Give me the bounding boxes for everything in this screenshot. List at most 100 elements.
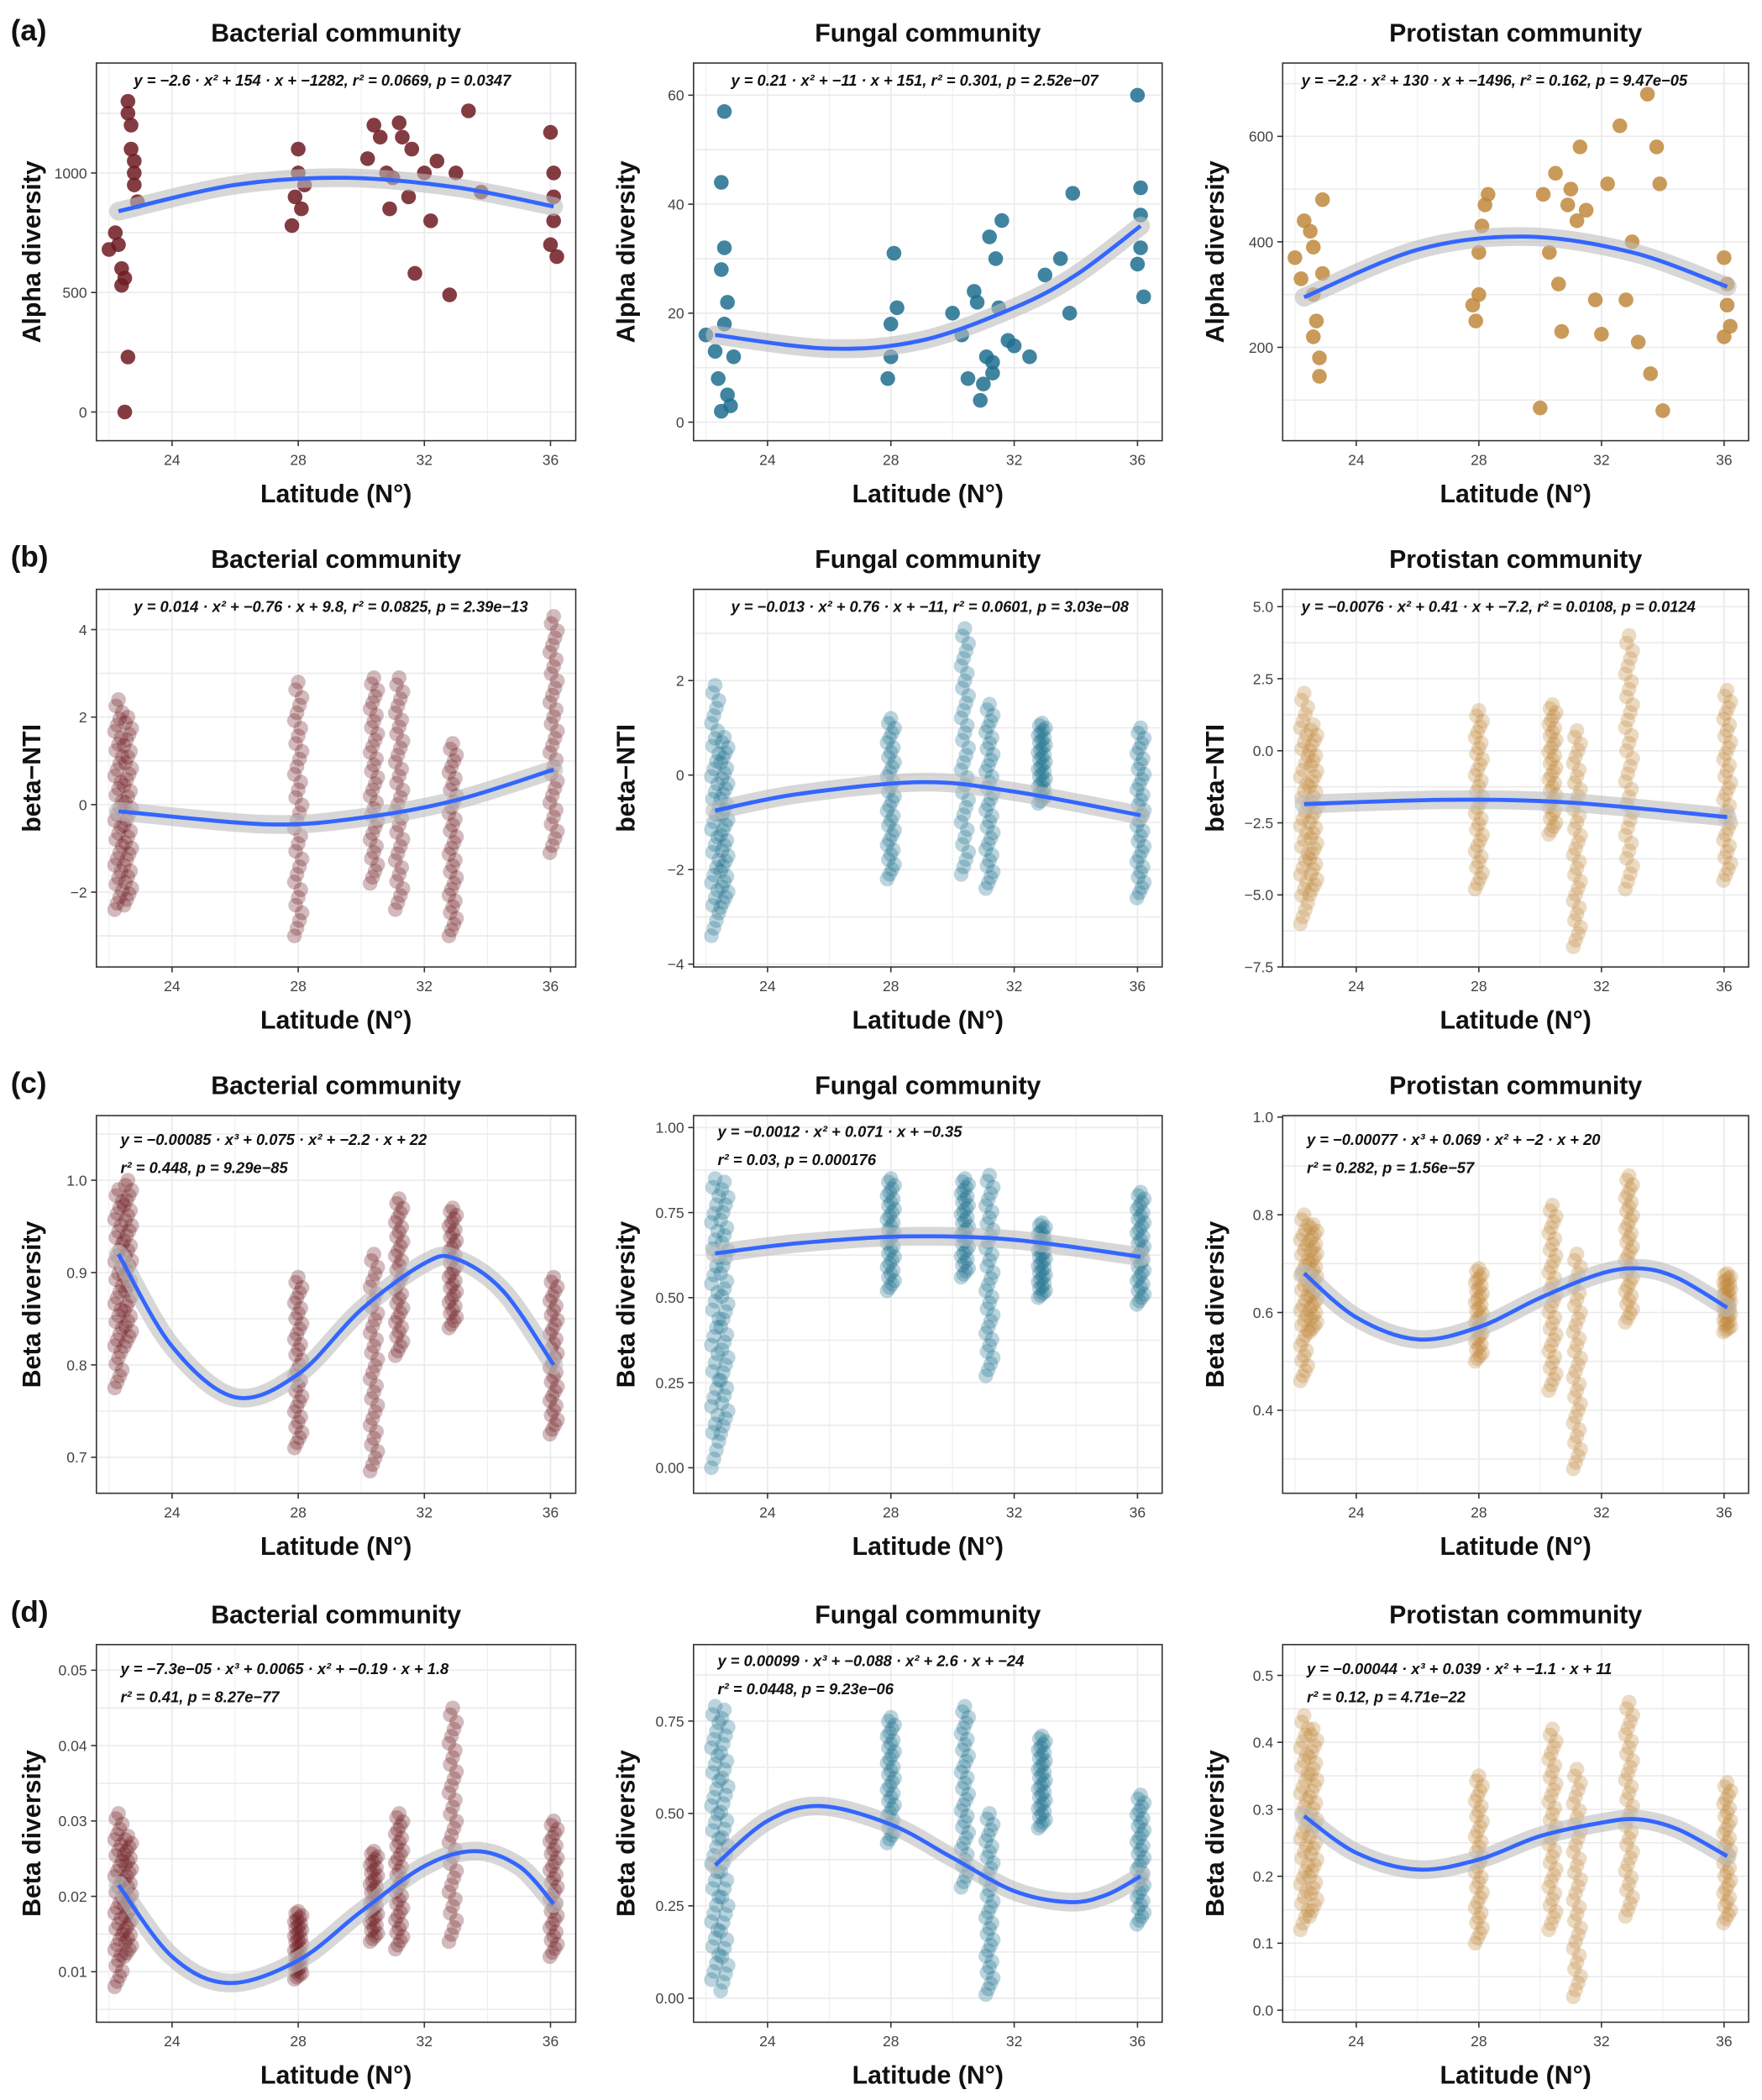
- data-point: [711, 1831, 726, 1846]
- data-point: [1619, 1882, 1634, 1898]
- data-point: [953, 1186, 969, 1201]
- data-point: [973, 392, 988, 408]
- data-point: [1623, 727, 1639, 743]
- data-point: [1623, 1274, 1638, 1290]
- data-point: [1619, 1837, 1634, 1853]
- data-point: [1544, 724, 1560, 740]
- data-point: [1302, 1869, 1318, 1884]
- data-point: [1298, 1746, 1314, 1762]
- data-point: [394, 1320, 410, 1335]
- data-point: [706, 1390, 721, 1405]
- data-point: [543, 237, 558, 253]
- data-point: [1305, 1880, 1321, 1896]
- data-point: [979, 1258, 995, 1274]
- data-point: [1297, 685, 1312, 701]
- data-point: [1038, 1734, 1053, 1749]
- data-point: [957, 1254, 973, 1270]
- data-point: [979, 1850, 995, 1865]
- x-tick-label: 36: [1716, 2033, 1732, 2050]
- data-point: [1565, 1893, 1581, 1908]
- data-point: [448, 1793, 463, 1808]
- data-point: [291, 675, 306, 690]
- data-point: [714, 1949, 730, 1965]
- data-point: [291, 1394, 307, 1410]
- data-point: [1304, 1744, 1320, 1760]
- data-point: [707, 1171, 723, 1186]
- data-point: [549, 1412, 565, 1428]
- data-point: [391, 1806, 407, 1821]
- data-point: [390, 846, 406, 861]
- data-point: [366, 844, 381, 860]
- data-point: [1307, 1249, 1322, 1265]
- data-point: [886, 245, 902, 261]
- data-point: [107, 902, 123, 917]
- data-point: [291, 1269, 306, 1285]
- data-point: [124, 1938, 139, 1954]
- data-point: [289, 1326, 305, 1342]
- data-point: [713, 1983, 728, 1998]
- data-point: [1304, 1298, 1320, 1314]
- x-tick-label: 32: [1593, 1504, 1609, 1520]
- data-point: [1036, 764, 1052, 780]
- data-point: [984, 1204, 999, 1220]
- data-point: [885, 808, 901, 823]
- data-point: [286, 928, 302, 943]
- data-point: [1623, 835, 1639, 851]
- data-point: [1038, 1283, 1053, 1299]
- data-point: [957, 725, 973, 741]
- data-point: [395, 684, 411, 700]
- x-tick-label: 32: [1006, 2033, 1022, 2050]
- fit-equation: y = −0.0012 · x² + 0.071 · x + −0.35: [717, 1123, 963, 1141]
- data-point: [1623, 1243, 1638, 1259]
- data-point: [956, 1720, 972, 1736]
- data-point: [718, 1304, 733, 1320]
- fit-curve: [715, 1234, 1141, 1259]
- data-point: [1547, 1800, 1563, 1816]
- data-point: [448, 1299, 463, 1314]
- data-point: [124, 721, 139, 737]
- points-layer: [102, 93, 564, 420]
- data-point: [718, 817, 733, 832]
- data-point: [1298, 776, 1314, 792]
- x-tick-label: 24: [1348, 2033, 1365, 2050]
- data-point: [882, 1725, 898, 1740]
- plot-border: [1282, 1644, 1749, 2024]
- data-point: [291, 858, 307, 874]
- data-point: [713, 1319, 728, 1335]
- data-point: [441, 847, 457, 862]
- y-tick-label: 0.50: [656, 1289, 684, 1306]
- data-point: [879, 1188, 895, 1204]
- data-point: [1038, 720, 1053, 736]
- y-tick-label: 0.75: [656, 1205, 684, 1221]
- data-point: [291, 1305, 306, 1321]
- data-point: [1034, 732, 1050, 748]
- data-point: [1544, 1378, 1559, 1393]
- data-point: [1471, 1340, 1487, 1355]
- data-point: [1475, 827, 1491, 843]
- data-point: [704, 1914, 719, 1929]
- data-point: [1718, 1792, 1733, 1808]
- x-axis-label: Latitude (N°): [260, 1006, 412, 1034]
- data-point: [446, 1288, 462, 1303]
- data-point: [1136, 730, 1152, 746]
- data-point: [389, 874, 405, 890]
- data-point: [709, 1956, 724, 1971]
- data-point: [707, 1294, 723, 1309]
- data-point: [1718, 867, 1733, 883]
- data-point: [1474, 1798, 1489, 1814]
- data-point: [953, 1248, 969, 1264]
- data-point: [395, 733, 411, 748]
- data-point: [1472, 1269, 1488, 1284]
- data-point: [1621, 1785, 1637, 1801]
- data-point: [369, 1331, 384, 1347]
- data-point: [1541, 717, 1556, 732]
- plot-border: [1282, 1115, 1749, 1494]
- data-point: [1565, 1324, 1581, 1340]
- data-point: [362, 1417, 378, 1433]
- data-point: [958, 1242, 974, 1258]
- y-tick-label: 0.5: [1253, 1667, 1273, 1684]
- data-point: [1030, 744, 1046, 760]
- data-point: [118, 1213, 134, 1228]
- data-point: [112, 1821, 128, 1837]
- data-point: [1549, 1326, 1564, 1342]
